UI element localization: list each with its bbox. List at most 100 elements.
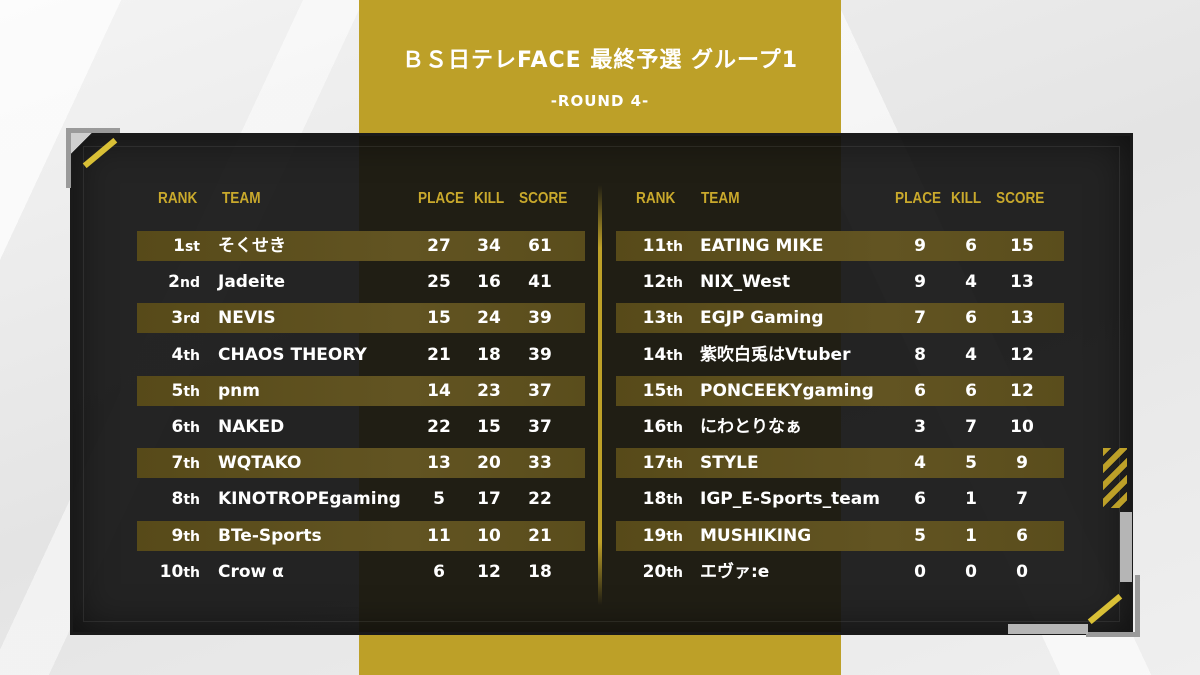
team-name: MUSHIKING xyxy=(700,525,812,546)
place-value: 7 xyxy=(914,308,926,329)
kill-value: 17 xyxy=(477,489,501,510)
score-value: 15 xyxy=(1010,236,1034,256)
header-place-right: PLACE xyxy=(895,190,942,207)
place-value: 6 xyxy=(433,561,445,582)
score-value: 37 xyxy=(528,417,552,437)
kill-value: 5 xyxy=(965,453,977,474)
rank-suffix: th xyxy=(183,528,200,545)
rank-suffix: th xyxy=(183,456,200,473)
header-team-right: TEAM xyxy=(701,190,740,207)
rank-suffix: th xyxy=(183,492,200,509)
column-divider xyxy=(598,185,602,605)
score-value: 61 xyxy=(528,236,552,256)
table-row: 3rd NEVIS 15 24 39 xyxy=(137,303,585,334)
score-value: 0 xyxy=(1016,561,1028,582)
team-name: NEVIS xyxy=(218,308,276,329)
rank-suffix: st xyxy=(184,239,200,255)
place-value: 21 xyxy=(427,344,451,365)
rank-suffix: nd xyxy=(180,275,200,292)
kill-value: 0 xyxy=(965,561,977,582)
header-score-right: SCORE xyxy=(996,190,1045,207)
team-name: NIX_West xyxy=(700,272,791,293)
header-kill-right: KILL xyxy=(951,190,982,207)
score-value: 7 xyxy=(1016,489,1028,510)
table-row: 18th IGP_E-Sports_team 6 1 7 xyxy=(616,484,1064,514)
round-subtitle: -ROUND 4- xyxy=(550,92,650,110)
rank-number: 11 xyxy=(642,236,667,256)
rank-suffix: th xyxy=(183,347,200,364)
team-name: EATING MIKE xyxy=(700,236,824,256)
rank-number: 12 xyxy=(642,272,667,293)
rank-cell: 19th xyxy=(616,521,683,551)
rank-cell: 14th xyxy=(616,340,683,370)
kill-value: 34 xyxy=(477,236,501,256)
rank-number: 5 xyxy=(171,380,184,401)
corner-frame-bottom-right xyxy=(1086,575,1140,637)
rank-number: 9 xyxy=(171,525,184,546)
table-row: 1st そくせき 27 34 61 xyxy=(137,231,585,261)
kill-value: 10 xyxy=(477,525,501,546)
rank-number: 1 xyxy=(173,236,185,256)
rank-suffix: th xyxy=(666,383,683,400)
rank-suffix: th xyxy=(183,383,200,400)
table-row: 12th NIX_West 9 4 13 xyxy=(616,267,1064,297)
score-value: 37 xyxy=(528,380,552,401)
score-value: 22 xyxy=(528,489,552,510)
corner-plate-bottom xyxy=(1008,624,1088,634)
team-name: IGP_E-Sports_team xyxy=(700,489,880,510)
kill-value: 23 xyxy=(477,380,501,401)
team-name: PONCEEKYgaming xyxy=(700,380,874,401)
rank-number: 10 xyxy=(159,561,184,582)
header-place-left: PLACE xyxy=(418,190,465,207)
rank-cell: 6th xyxy=(137,412,200,442)
rank-number: 2 xyxy=(168,272,180,293)
table-row: 7th WQTAKO 13 20 33 xyxy=(137,448,585,479)
table-row: 17th STYLE 4 5 9 xyxy=(616,448,1064,479)
table-row: 14th 紫吹白兎はVtuber 8 4 12 xyxy=(616,340,1064,370)
rank-cell: 18th xyxy=(616,484,683,514)
kill-value: 6 xyxy=(965,236,977,256)
place-value: 4 xyxy=(914,453,926,474)
rank-suffix: th xyxy=(183,420,200,436)
score-value: 12 xyxy=(1010,380,1034,401)
rank-suffix: th xyxy=(666,564,683,581)
table-row: 13th EGJP Gaming 7 6 13 xyxy=(616,303,1064,334)
rank-suffix: th xyxy=(666,456,683,473)
table-row: 20th エヴァ:e 0 0 0 xyxy=(616,557,1064,587)
kill-value: 4 xyxy=(965,344,977,365)
rank-number: 15 xyxy=(642,380,667,401)
team-name: そくせき xyxy=(218,236,286,256)
rank-number: 16 xyxy=(642,417,667,437)
kill-value: 20 xyxy=(477,453,501,474)
rank-cell: 1st xyxy=(137,231,200,261)
team-name: CHAOS THEORY xyxy=(218,344,367,365)
table-row: 9th BTe-Sports 11 10 21 xyxy=(137,520,585,551)
rank-cell: 7th xyxy=(137,448,200,478)
panel-inner-border xyxy=(83,146,1120,622)
header-score-left: SCORE xyxy=(519,190,568,207)
place-value: 15 xyxy=(427,308,451,329)
rank-number: 13 xyxy=(642,308,667,329)
team-name: pnm xyxy=(218,380,260,401)
header-rank-right: RANK xyxy=(636,190,676,207)
rank-number: 4 xyxy=(171,344,184,365)
rank-cell: 17th xyxy=(616,448,683,478)
place-value: 6 xyxy=(914,489,926,510)
rank-number: 7 xyxy=(171,453,184,474)
rank-cell: 4th xyxy=(137,340,200,370)
place-value: 3 xyxy=(914,417,926,437)
place-value: 0 xyxy=(914,561,926,582)
place-value: 11 xyxy=(427,525,451,546)
rank-cell: 12th xyxy=(616,267,683,297)
team-name: エヴァ:e xyxy=(700,561,770,582)
rank-suffix: th xyxy=(666,275,683,292)
table-row: 4th CHAOS THEORY 21 18 39 xyxy=(137,340,585,370)
rank-number: 17 xyxy=(642,453,667,474)
place-value: 25 xyxy=(427,272,451,293)
table-row: 6th NAKED 22 15 37 xyxy=(137,412,585,442)
rank-cell: 15th xyxy=(616,376,683,406)
score-value: 10 xyxy=(1010,417,1034,437)
place-value: 22 xyxy=(427,417,451,437)
place-value: 8 xyxy=(914,344,926,365)
score-value: 12 xyxy=(1010,344,1034,365)
